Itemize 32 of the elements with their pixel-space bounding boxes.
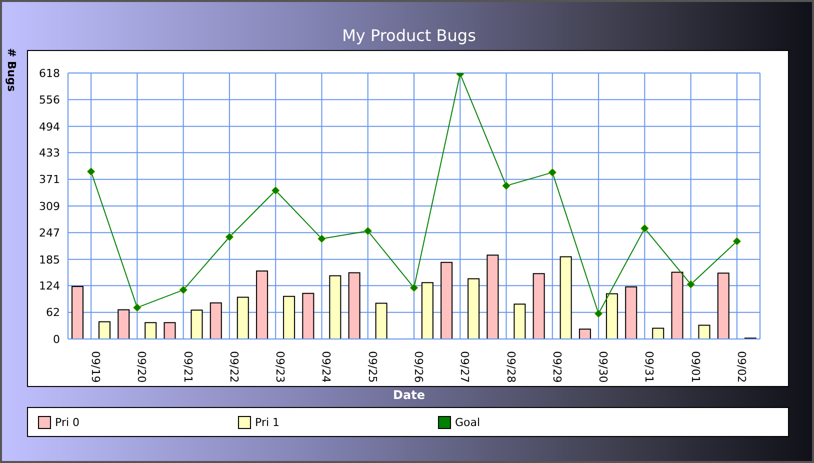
y-tick-label: 185 <box>39 253 60 266</box>
y-tick-label: 371 <box>39 173 60 186</box>
y-tick-label: 433 <box>39 146 60 160</box>
x-tick-label: 09/30 <box>596 351 610 383</box>
x-tick-label: 09/23 <box>274 351 287 383</box>
x-tick-label: 09/31 <box>642 351 656 383</box>
y-axis-title: # Bugs <box>5 48 18 92</box>
y-tick-label: 556 <box>39 94 60 107</box>
legend-label: Goal <box>455 416 480 428</box>
x-tick-label: 09/02 <box>734 351 748 383</box>
x-axis-title: Date <box>392 388 426 402</box>
x-tick-label: 09/21 <box>181 351 194 383</box>
chart-title: My Product Bugs <box>341 26 477 45</box>
x-tick-label: 09/27 <box>458 351 472 383</box>
y-tick-label: 247 <box>39 226 60 240</box>
x-tick-label: 09/28 <box>504 351 518 383</box>
x-tick-label: 09/01 <box>688 351 702 383</box>
x-tick-label: 09/20 <box>135 351 148 383</box>
y-tick-label: 0 <box>53 332 60 346</box>
y-tick-label: 124 <box>39 280 60 293</box>
legend-label: Pri 0 <box>55 416 80 428</box>
y-tick-label: 494 <box>39 120 60 134</box>
x-tick-label: 09/29 <box>550 351 564 383</box>
y-tick-label: 309 <box>39 200 60 213</box>
legend-label: Pri 1 <box>255 416 280 428</box>
x-tick-label: 09/19 <box>89 351 102 383</box>
y-tick-label: 618 <box>39 66 60 80</box>
x-tick-label: 09/26 <box>412 351 425 383</box>
x-tick-label: 09/22 <box>227 351 240 383</box>
x-tick-label: 09/24 <box>320 351 333 383</box>
x-tick-label: 09/25 <box>366 351 379 383</box>
y-tick-label: 62 <box>46 306 60 320</box>
